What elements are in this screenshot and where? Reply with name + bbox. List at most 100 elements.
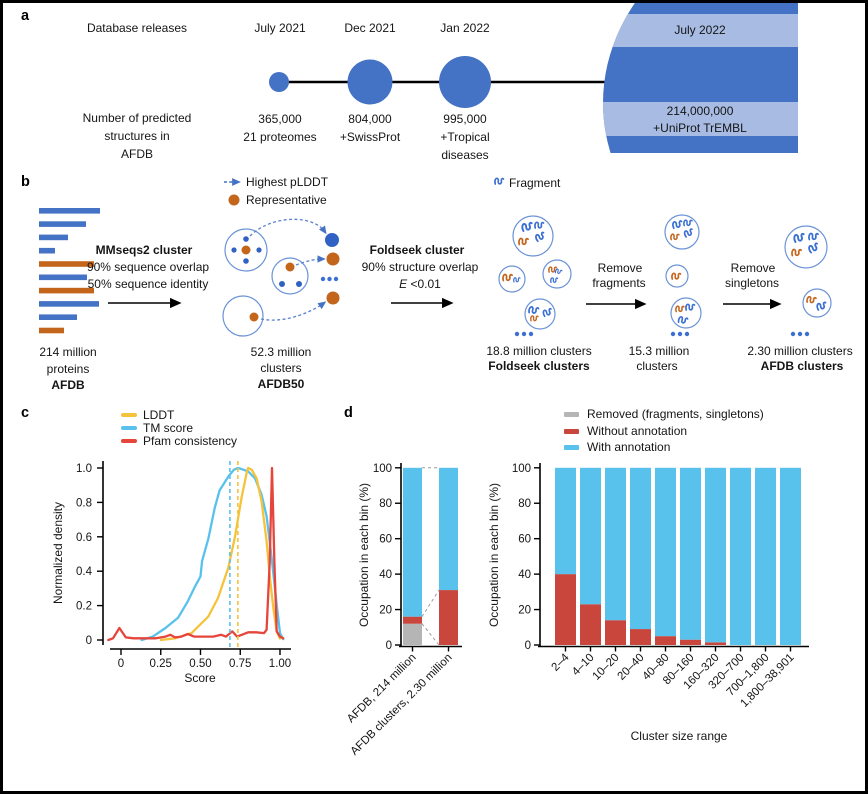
panel-a-timeline-graphic [269,3,798,153]
release-date-1: July 2021 [254,21,306,35]
representative-output-dots [325,233,340,305]
mid-count: 15.3 million [628,344,690,358]
bysize-ylabel: Occupation in each bin (%) [487,482,501,628]
svg-text:0.8: 0.8 [76,497,92,509]
svg-text:0: 0 [525,640,531,652]
with-annotation-legend-label: With annotation [587,440,671,454]
svg-text:20: 20 [518,605,531,617]
mmseqs-step-line2: 50% sequence identity [87,277,209,291]
release-date-4: July 2022 [674,23,726,37]
evalue-threshold: <0.01 [407,277,441,291]
release-desc-4: +UniProt TrEMBL [653,121,747,135]
panel-a-label: a [21,8,30,24]
ellipsis-dots-foldseek [514,331,534,337]
legend-fragment-label: Fragment [509,176,561,190]
afdb50-unit: clusters [260,361,302,375]
structures-count-label-line1: Number of predicted [82,111,192,125]
foldseek-step-line2: E <0.01 [399,278,441,290]
svg-text:100: 100 [512,463,531,475]
structures-count-label-line3: AFDB [120,147,154,161]
release-count-3: 995,000 [443,112,487,126]
svg-text:0: 0 [386,640,392,652]
svg-text:0.25: 0.25 [150,658,172,670]
release-desc-3a: +Tropical [440,130,490,144]
afdb-clusters-bubbles [784,225,832,318]
svg-text:AFDB, 214 million: AFDB, 214 million [345,652,419,726]
svg-text:0.75: 0.75 [229,658,251,670]
remove-singletons-line1: Remove [730,261,776,275]
release-count-2: 804,000 [348,112,392,126]
release-desc-2: +SwissProt [339,130,401,144]
density-chart: 00.20.40.60.81.00 0.25 0.50 0.75 1.00 [76,461,291,670]
figure-artwork: 00.20.40.60.81.00 0.25 0.50 0.75 1.00 020406… [39,3,832,758]
removed-legend-label: Removed (fragments, singletons) [587,407,764,421]
bysize-xlabel: Cluster size range [630,729,728,743]
svg-text:0: 0 [118,658,124,670]
lddt-legend-swatch [121,413,137,417]
svg-text:40: 40 [518,569,531,581]
svg-text:20–40: 20–40 [616,652,647,683]
release-count-4: 214,000,000 [666,104,734,118]
svg-text:0.2: 0.2 [76,601,92,613]
overview-ylabel: Occupation in each bin (%) [357,482,371,628]
svg-text:20: 20 [379,605,392,617]
foldseek-bubbles [498,215,572,330]
release-circle-3 [439,56,491,108]
afdb-name: AFDB [51,378,85,392]
release-circle-2 [347,59,393,105]
panel-b-label: b [21,174,30,190]
highest-plddt-selection-arrows [249,218,327,321]
release-date-2: Dec 2021 [344,21,396,35]
foldseek-step-line1: 90% structure overlap [361,260,479,274]
density-ylabel: Normalized density [51,501,65,605]
final-name: AFDB clusters [760,359,844,373]
foldseek-step-title: Foldseek cluster [369,243,465,257]
defrag-bubbles [664,214,702,329]
release-count-1: 365,000 [258,112,302,126]
afdb-clusters-proteins [791,232,828,311]
defrag-bubble-proteins [670,219,696,325]
mmseqs-cluster-members [231,236,302,322]
removed-legend-swatch [564,412,579,417]
tmscore-legend-swatch [121,426,137,430]
tmscore-legend-label: TM score [143,421,194,435]
svg-text:100: 100 [373,463,392,475]
svg-text:0.6: 0.6 [76,532,92,544]
fragment-icon [494,177,505,185]
mmseqs-cluster-circles [222,228,309,337]
representative-dot-icon [228,194,240,206]
afdb-protein-bars [39,208,100,334]
svg-text:1.00: 1.00 [269,658,291,670]
ellipsis-dots-afdb50 [320,276,339,282]
svg-text:1.0: 1.0 [76,463,92,475]
svg-text:10–20: 10–20 [591,652,622,683]
svg-text:0.50: 0.50 [189,658,211,670]
afdb-unit: proteins [46,362,90,376]
release-desc-1: 21 proteomes [243,130,317,144]
pfam-legend-swatch [121,439,137,443]
remove-singletons-line2: singletons [724,276,780,290]
without-annotation-legend-label: Without annotation [587,424,688,438]
occupation-by-size-chart: 0204060801002–44–1010–2020–4040–8080–160… [512,463,809,710]
svg-text:60: 60 [379,534,392,546]
ellipsis-dots-final [790,331,810,337]
mmseqs-step-line1: 90% sequence overlap [86,260,210,274]
lddt-legend-label: LDDT [143,408,175,422]
without-annotation-legend-swatch [564,429,579,434]
svg-text:80: 80 [518,498,531,510]
panel-c-label: c [21,405,30,421]
structures-count-label-line2: structures in [104,129,170,143]
mid-unit: clusters [636,359,678,373]
final-count: 2.30 million clusters [747,344,853,358]
svg-text:0.4: 0.4 [76,566,93,578]
panel-d-label: d [344,405,353,421]
svg-text:0: 0 [86,635,92,647]
svg-text:2–4: 2–4 [550,651,572,673]
legend-representative-label: Representative [246,193,327,207]
panel-b-diagram [39,177,832,337]
svg-text:40: 40 [379,569,392,581]
afdb50-name: AFDB50 [257,377,305,391]
with-annotation-legend-swatch [564,445,579,450]
svg-text:80: 80 [379,498,392,510]
